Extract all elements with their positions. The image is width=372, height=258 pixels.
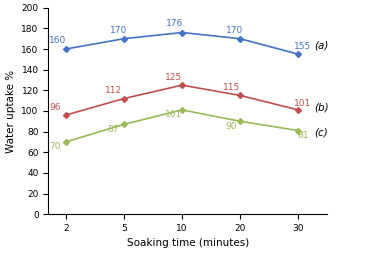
Text: 170: 170 xyxy=(109,26,127,35)
Text: (a): (a) xyxy=(315,41,329,51)
Text: 87: 87 xyxy=(108,125,119,134)
Text: 160: 160 xyxy=(48,36,66,45)
Text: 115: 115 xyxy=(223,83,240,92)
Text: 176: 176 xyxy=(166,19,184,28)
Text: (b): (b) xyxy=(315,103,329,113)
Text: 101: 101 xyxy=(165,110,182,119)
Text: 81: 81 xyxy=(297,131,309,140)
Text: 112: 112 xyxy=(105,86,122,95)
Text: 155: 155 xyxy=(294,42,312,51)
Text: 170: 170 xyxy=(226,26,243,35)
Text: 101: 101 xyxy=(294,99,312,108)
Text: (c): (c) xyxy=(315,128,328,138)
X-axis label: Soaking time (minutes): Soaking time (minutes) xyxy=(127,238,249,248)
Y-axis label: Water uptake %: Water uptake % xyxy=(6,69,16,152)
Text: 125: 125 xyxy=(165,73,182,82)
Text: 70: 70 xyxy=(49,142,61,151)
Text: 96: 96 xyxy=(49,103,61,112)
Text: 90: 90 xyxy=(226,122,237,131)
